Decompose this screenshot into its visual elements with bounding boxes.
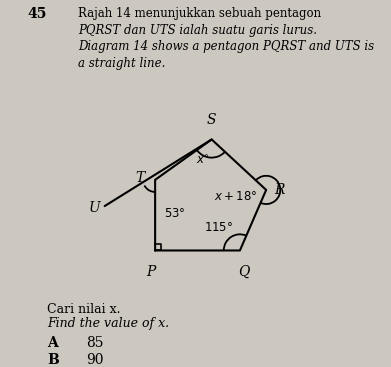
- Text: P: P: [146, 265, 156, 279]
- Text: $115°$: $115°$: [204, 221, 233, 234]
- Text: U: U: [89, 201, 100, 215]
- Text: T: T: [136, 171, 145, 185]
- Text: $53°$: $53°$: [165, 207, 186, 219]
- Text: Rajah 14 menunjukkan sebuah pentagon: Rajah 14 menunjukkan sebuah pentagon: [78, 7, 321, 20]
- Text: 90: 90: [86, 353, 104, 367]
- Text: Q: Q: [238, 265, 249, 279]
- Text: Diagram 14 shows a pentagon PQRST and UTS is: Diagram 14 shows a pentagon PQRST and UT…: [78, 40, 374, 53]
- Text: PQRST dan UTS ialah suatu garis lurus.: PQRST dan UTS ialah suatu garis lurus.: [78, 24, 317, 37]
- Text: $x + 18°$: $x + 18°$: [214, 190, 258, 203]
- Text: 45: 45: [27, 7, 47, 21]
- Text: Find the value of x.: Find the value of x.: [47, 317, 169, 330]
- Text: B: B: [47, 353, 59, 367]
- Text: a straight line.: a straight line.: [78, 57, 165, 70]
- Text: $x^{\circ}$: $x^{\circ}$: [196, 154, 209, 167]
- Text: 85: 85: [86, 336, 104, 350]
- Text: Cari nilai x.: Cari nilai x.: [47, 303, 120, 316]
- Text: R: R: [274, 183, 285, 197]
- Text: S: S: [207, 113, 216, 127]
- Text: A: A: [47, 336, 57, 350]
